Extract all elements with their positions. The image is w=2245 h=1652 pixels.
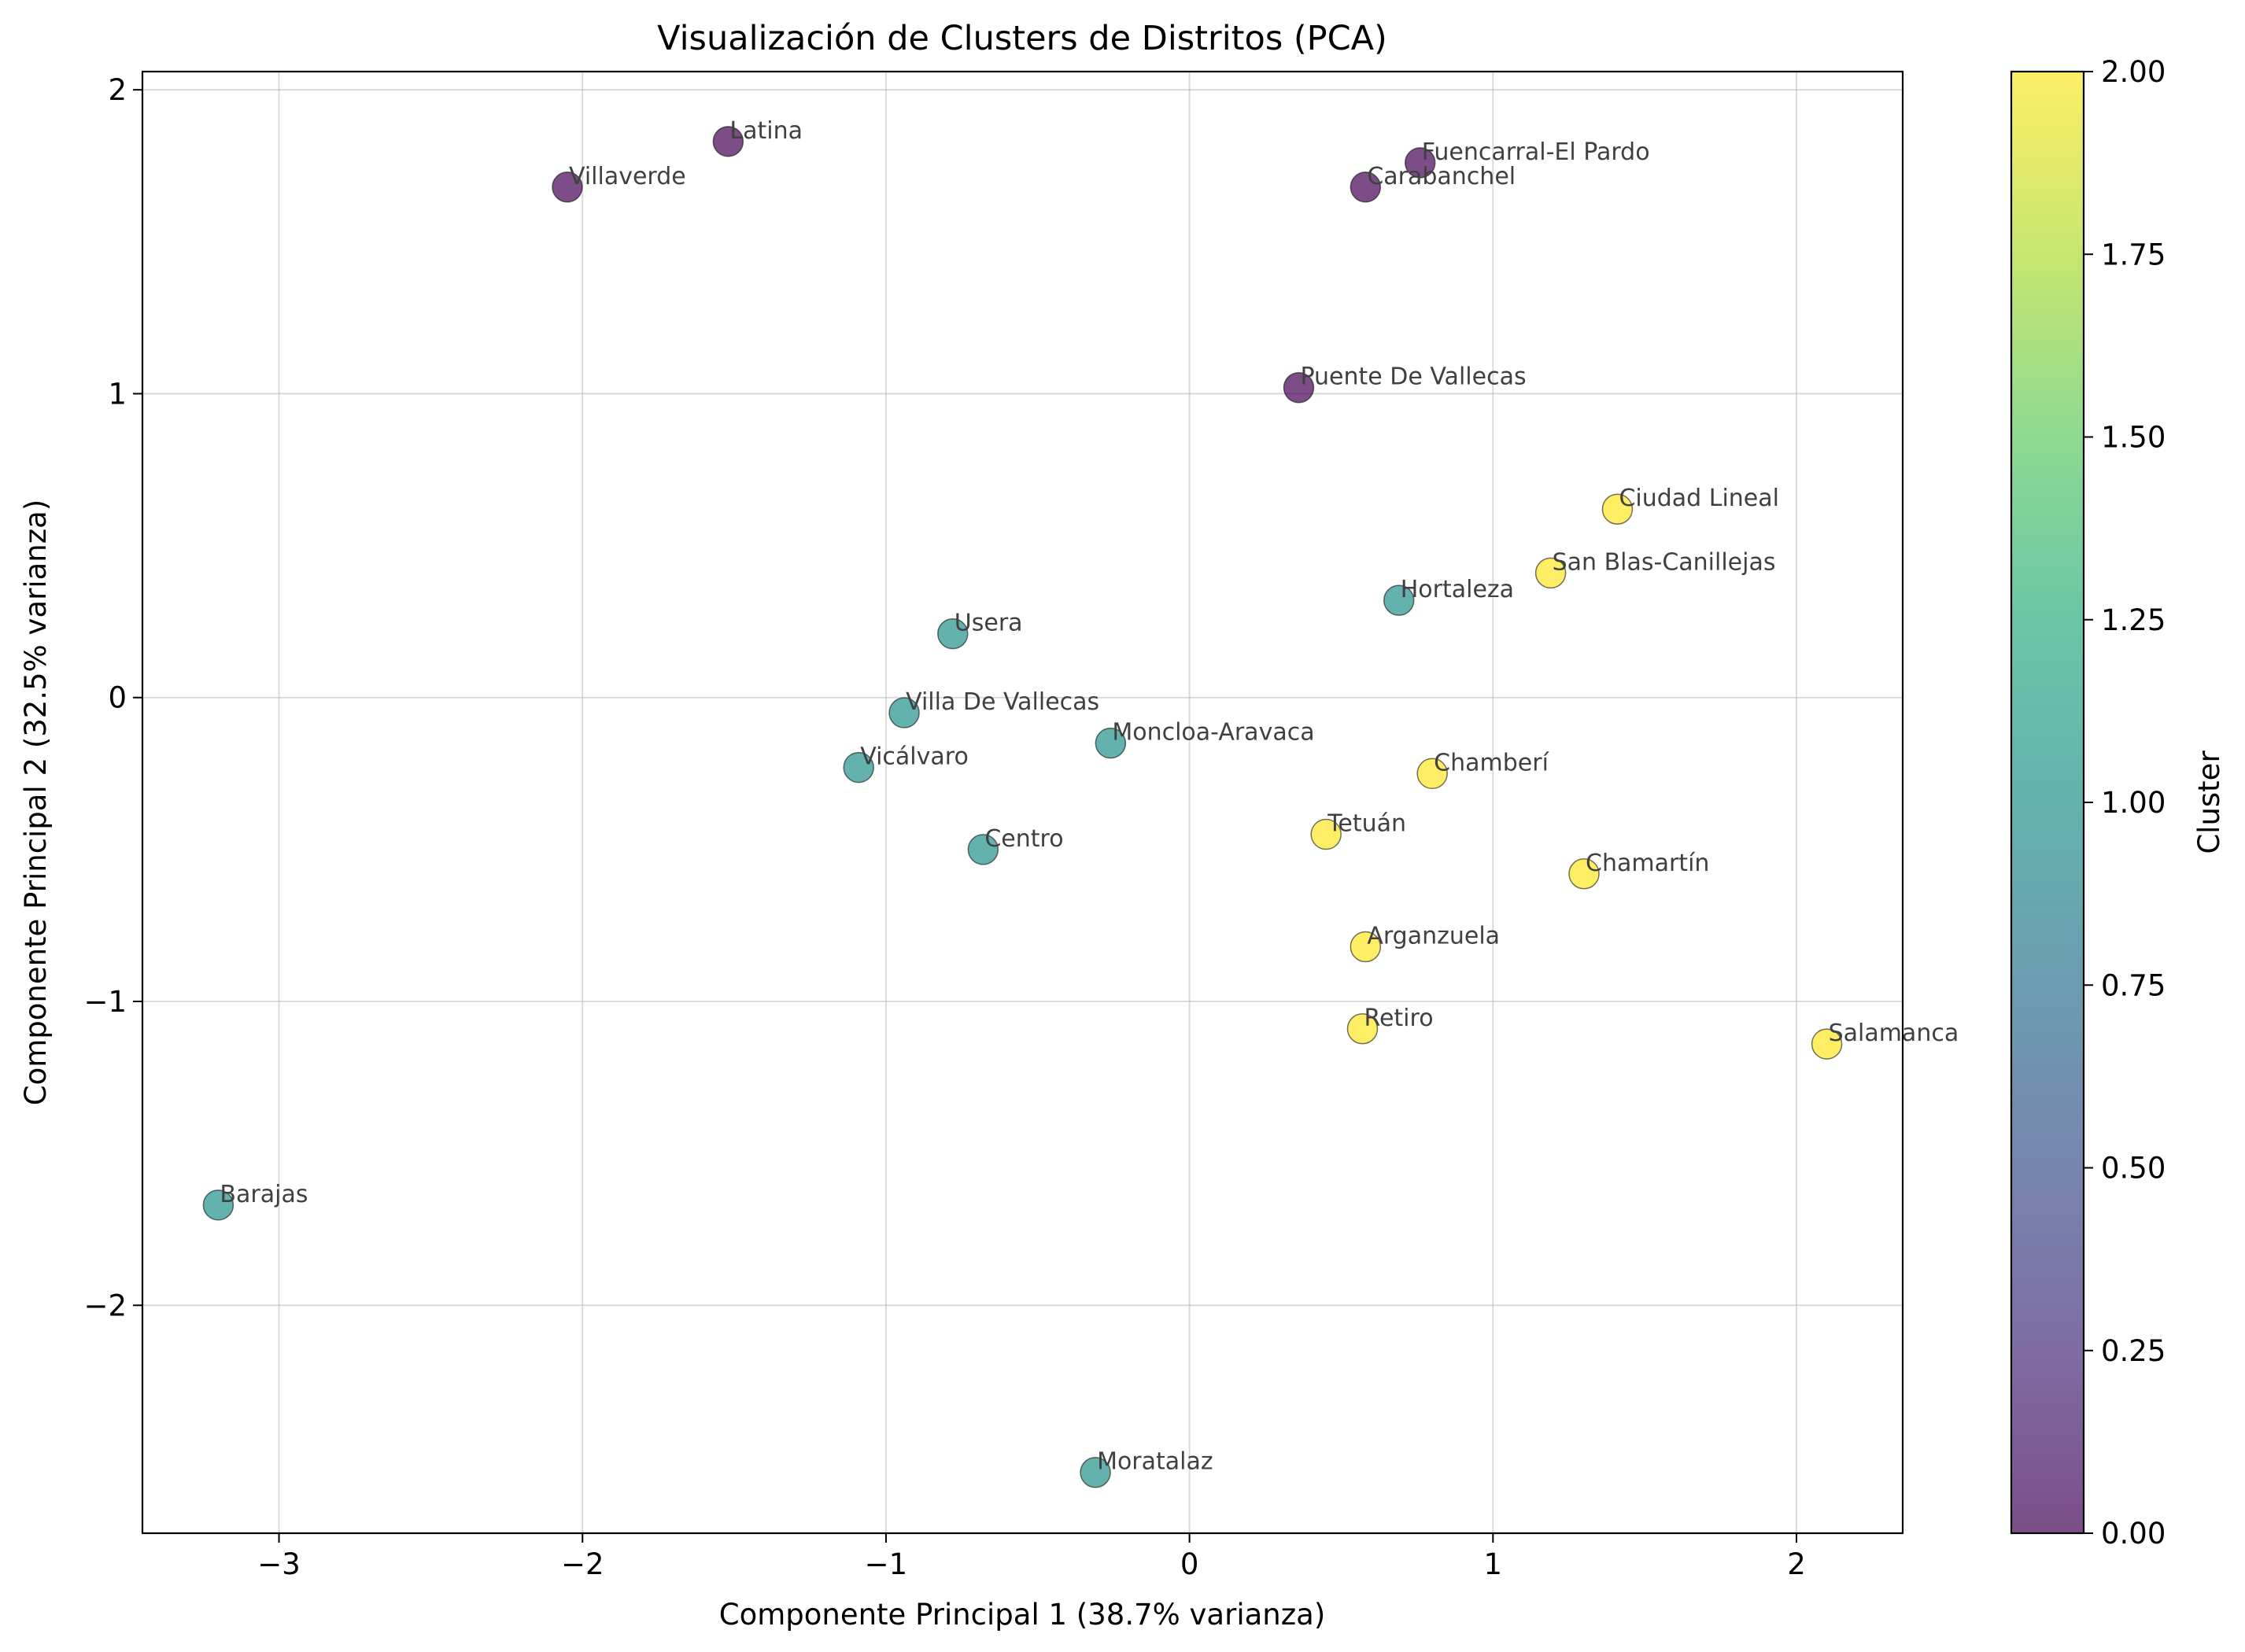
x-tick-label: −3 (257, 1547, 301, 1581)
x-tick-label: −1 (865, 1547, 908, 1581)
scatter-point (1601, 493, 1634, 525)
point-label: Latina (729, 117, 803, 145)
point-label: Carabanchel (1367, 163, 1516, 190)
colorbar (2011, 72, 2084, 1533)
point-label: Ciudad Lineal (1619, 485, 1779, 512)
grid-lines (142, 72, 1903, 1533)
colorbar-tick-label: 1.25 (2101, 603, 2166, 637)
colorbar-tick-label: 2.00 (2101, 55, 2166, 89)
point-label: Usera (954, 610, 1023, 637)
point-label: Salamanca (1829, 1020, 1959, 1047)
scatter-point (1405, 147, 1436, 179)
scatter-point (937, 618, 969, 650)
scatter-point (202, 1189, 234, 1221)
scatter-point (1568, 858, 1600, 890)
colorbar-tick-label: 1.00 (2101, 786, 2166, 820)
point-label: Moratalaz (1097, 1448, 1213, 1476)
colorbar-tick-label: 0.75 (2101, 968, 2166, 1002)
point-label: Moncloa-Aravaca (1112, 719, 1314, 747)
scatter-point (1811, 1028, 1843, 1060)
point-label: San Blas-Canillejas (1553, 548, 1776, 576)
x-tick-label: 1 (1484, 1547, 1503, 1581)
point-label: Tetuán (1327, 810, 1406, 838)
scatter-point (1283, 371, 1315, 404)
plot-frame (141, 70, 1904, 1535)
point-label: Vicálvaro (860, 743, 969, 771)
scatter-point (843, 751, 874, 784)
scatter-point (1383, 584, 1415, 616)
scatter-point (1350, 171, 1382, 203)
scatter-point (1310, 818, 1342, 850)
y-tick-label: −2 (83, 1289, 127, 1322)
scatter-point (1416, 758, 1448, 790)
scatter-point (1095, 727, 1127, 759)
scatter-point (1534, 557, 1567, 589)
x-tick-label: 0 (1180, 1547, 1199, 1581)
point-label: Villa De Vallecas (906, 688, 1099, 716)
scatter-point (552, 171, 583, 203)
point-label: Barajas (220, 1181, 308, 1208)
scatter-point (1346, 1013, 1379, 1045)
x-axis-label: Componente Principal 1 (38.7% varianza) (719, 1598, 1326, 1632)
x-tick-label: −2 (561, 1547, 604, 1581)
scatter-point (1080, 1456, 1111, 1488)
point-label: Hortaleza (1401, 576, 1514, 603)
y-axis-ticks: −2 −1 0 1 2 (83, 73, 142, 1322)
point-label: Centro (984, 825, 1063, 853)
scatter-point (1350, 931, 1382, 963)
point-label: Chamartín (1586, 850, 1709, 877)
y-tick-label: 1 (108, 377, 127, 411)
scatter-point (712, 126, 744, 157)
colorbar-label: Cluster (2192, 750, 2226, 854)
point-label: Fuencarral-El Pardo (1422, 138, 1650, 166)
colorbar-tick-label: 1.75 (2101, 238, 2166, 271)
colorbar-tick-label: 0.00 (2101, 1517, 2166, 1551)
scatter-point (888, 697, 920, 728)
point-label: Puente De Vallecas (1300, 363, 1526, 391)
colorbar-ticks: 0.00 0.25 0.50 0.75 1.00 1.25 1.50 1.75 2.00 (2084, 55, 2166, 1551)
point-label: Retiro (1364, 1005, 1433, 1032)
point-label: Arganzuela (1367, 922, 1500, 950)
x-tick-label: 2 (1787, 1547, 1806, 1581)
y-axis-label: Componente Principal 2 (32.5% varianza) (19, 500, 53, 1106)
point-label: Villaverde (569, 163, 686, 190)
y-tick-label: 2 (108, 73, 127, 107)
point-labels: Latina Villaverde Fuencarral-El PardoCarab… (220, 117, 1959, 1476)
colorbar-tick-label: 1.50 (2101, 421, 2166, 455)
y-tick-label: 0 (108, 681, 127, 715)
y-tick-label: −1 (83, 985, 127, 1019)
scatter-point (967, 834, 999, 865)
chart-title: Visualización de Clusters de Distritos (… (657, 19, 1387, 58)
colorbar-tick-label: 0.50 (2101, 1152, 2166, 1186)
scatter-points (202, 126, 1843, 1488)
point-label: Chamberí (1434, 749, 1549, 776)
colorbar-tick-label: 0.25 (2101, 1334, 2166, 1368)
x-axis-ticks: −3 −2 −1 0 1 2 (257, 1533, 1806, 1581)
